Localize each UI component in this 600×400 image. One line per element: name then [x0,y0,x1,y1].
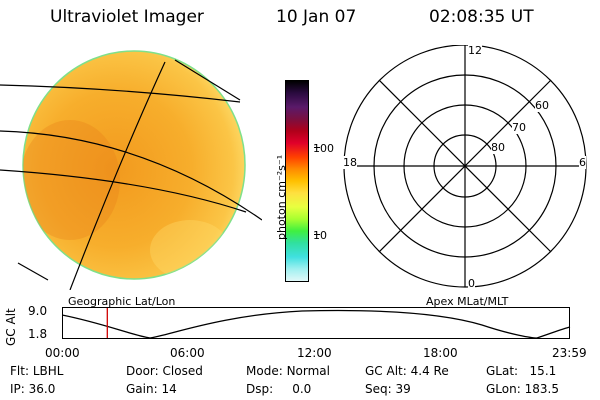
param-glon: GLon: 183.5 [486,382,559,396]
colorbar-tick-10: 10 [313,229,327,242]
alt-plot-ylabel: GC Alt [4,308,18,346]
param-ip: IP: 36.0 [10,382,56,396]
param-flt: Flt: LBHL [10,364,64,378]
alt-xtick-2359: 23:59 [552,346,587,360]
mlt-label-bottom: 0 [468,277,475,290]
mlat-label-80: 80 [491,141,505,154]
geo-grid [0,59,262,290]
colorbar [285,80,309,282]
geo-panel-label: Geographic Lat/Lon [68,295,176,308]
param-seq: Seq: 39 [365,382,411,396]
param-glat: GLat: 15.1 [486,364,557,378]
colorbar-tick-100: 100 [313,142,334,155]
apex-panel-label: Apex MLat/MLT [426,295,509,308]
globe-disk [22,50,246,280]
param-dsp: Dsp: 0.0 [246,382,312,396]
mlt-label-top: 12 [468,44,482,57]
alt-xtick-0000: 00:00 [45,346,80,360]
alt-ytick-high: 9.0 [28,304,48,318]
alt-ytick-low: 1.8 [28,327,48,341]
param-gain: Gain: 14 [126,382,177,396]
mlt-label-left: 18 [343,156,357,169]
param-mode: Mode: Normal [246,364,330,378]
alt-xtick-0600: 06:00 [170,346,205,360]
param-door: Door: Closed [126,364,203,378]
alt-plot [62,307,571,339]
param-gc-alt: GC Alt: 4.4 Re [365,364,449,378]
mlt-label-right: 6 [579,156,586,169]
polar-grid [343,45,587,288]
observation-date: 10 Jan 07 [276,7,357,27]
alt-xtick-1200: 12:00 [297,346,332,360]
geographic-image [0,50,262,290]
alt-xtick-1800: 18:00 [423,346,458,360]
observation-time: 02:08:35 UT [429,7,534,27]
mlat-label-70: 70 [512,121,526,134]
instrument-title: Ultraviolet Imager [50,7,204,27]
mlat-label-60: 60 [535,99,549,112]
colorbar-unit-label: photon cm⁻²s⁻¹ [275,154,288,240]
